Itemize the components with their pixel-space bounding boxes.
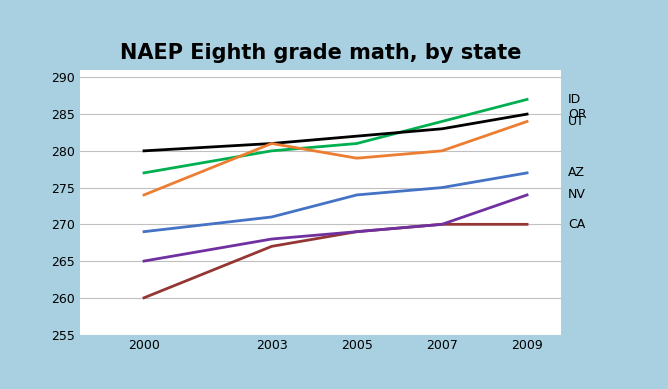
Text: AZ: AZ (568, 166, 584, 179)
Legend: AZ, CA, ID, NV, OR, UT: AZ, CA, ID, NV, OR, UT (143, 383, 498, 389)
Text: CA: CA (568, 218, 585, 231)
Text: OR: OR (568, 108, 587, 121)
Text: UT: UT (568, 115, 584, 128)
Text: ID: ID (568, 93, 581, 106)
Title: NAEP Eighth grade math, by state: NAEP Eighth grade math, by state (120, 43, 522, 63)
Text: NV: NV (568, 188, 586, 202)
